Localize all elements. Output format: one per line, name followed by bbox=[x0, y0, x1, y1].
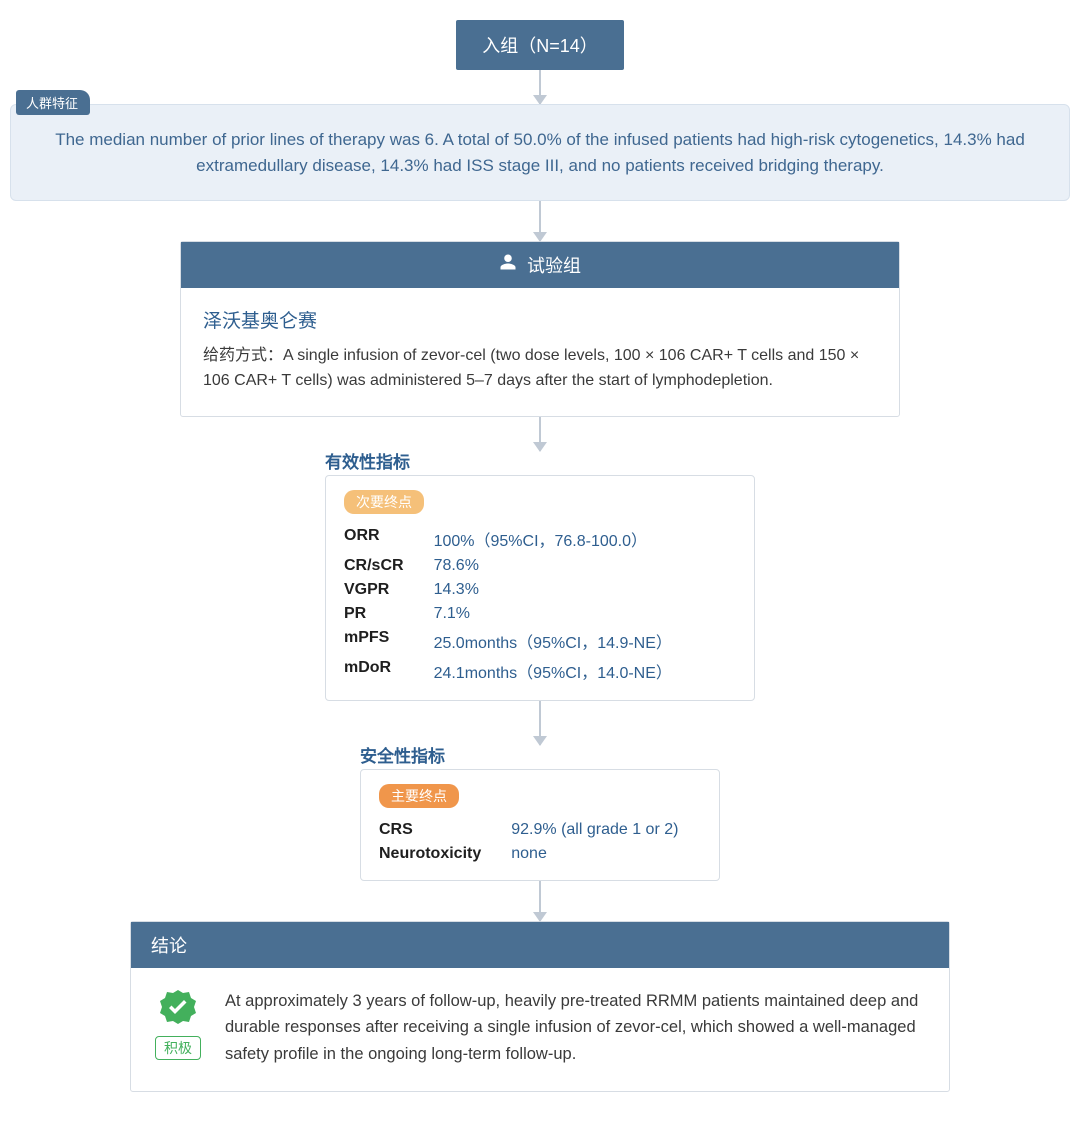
conclusion-card: 结论 积极 At approximately 3 years of follow… bbox=[130, 921, 950, 1092]
metric-value: 92.9% (all grade 1 or 2) bbox=[511, 818, 678, 842]
trial-arm-card: 试验组 泽沃基奥仑赛 给药方式：A single infusion of zev… bbox=[180, 241, 900, 417]
arrow-connector bbox=[539, 701, 541, 745]
metric-value: 100%（95%CI，76.8-100.0） bbox=[434, 524, 672, 554]
arrow-connector bbox=[539, 417, 541, 451]
metric-row: CR/sCR78.6% bbox=[344, 554, 672, 578]
enrollment-label: 入组（N=14） bbox=[482, 36, 598, 56]
enrollment-box: 入组（N=14） bbox=[456, 20, 624, 70]
metric-row: mDoR24.1months（95%CI，14.0-NE） bbox=[344, 656, 672, 686]
conclusion-text: At approximately 3 years of follow-up, h… bbox=[225, 988, 923, 1067]
trial-arm-body: 泽沃基奥仑赛 给药方式：A single infusion of zevor-c… bbox=[181, 288, 899, 416]
metric-value: 14.3% bbox=[434, 578, 672, 602]
primary-endpoint-badge: 主要终点 bbox=[379, 784, 459, 808]
metric-key: CRS bbox=[379, 818, 511, 842]
population-text: The median number of prior lines of ther… bbox=[10, 104, 1070, 201]
metric-key: Neurotoxicity bbox=[379, 842, 511, 866]
population-panel: 人群特征 The median number of prior lines of… bbox=[10, 104, 1070, 201]
metric-key: ORR bbox=[344, 524, 434, 554]
safety-card: 主要终点 CRS92.9% (all grade 1 or 2)Neurotox… bbox=[360, 769, 720, 881]
metric-row: mPFS25.0months（95%CI，14.9-NE） bbox=[344, 626, 672, 656]
efficacy-section: 有效性指标 次要终点 ORR100%（95%CI，76.8-100.0）CR/s… bbox=[325, 475, 755, 701]
metric-key: mPFS bbox=[344, 626, 434, 656]
metric-value: none bbox=[511, 842, 678, 866]
efficacy-table: ORR100%（95%CI，76.8-100.0）CR/sCR78.6%VGPR… bbox=[344, 524, 672, 686]
check-badge-icon bbox=[158, 988, 198, 1028]
dosing-label: 给药方式： bbox=[203, 347, 283, 364]
trial-arm-title: 试验组 bbox=[527, 252, 581, 278]
metric-value: 78.6% bbox=[434, 554, 672, 578]
safety-title: 安全性指标 bbox=[360, 742, 445, 767]
sentiment-tag: 积极 bbox=[155, 1036, 201, 1060]
efficacy-card: 次要终点 ORR100%（95%CI，76.8-100.0）CR/sCR78.6… bbox=[325, 475, 755, 701]
metric-value: 25.0months（95%CI，14.9-NE） bbox=[434, 626, 672, 656]
dosing-value: A single infusion of zevor-cel (two dose… bbox=[203, 347, 859, 390]
arrow-connector bbox=[539, 201, 541, 241]
arrow-connector bbox=[539, 70, 541, 104]
efficacy-title: 有效性指标 bbox=[325, 448, 410, 473]
metric-key: VGPR bbox=[344, 578, 434, 602]
metric-value: 7.1% bbox=[434, 602, 672, 626]
metric-row: ORR100%（95%CI，76.8-100.0） bbox=[344, 524, 672, 554]
population-tab: 人群特征 bbox=[16, 90, 90, 115]
metric-row: VGPR14.3% bbox=[344, 578, 672, 602]
metric-row: Neurotoxicitynone bbox=[379, 842, 678, 866]
drug-name: 泽沃基奥仑赛 bbox=[203, 306, 877, 333]
conclusion-body: 积极 At approximately 3 years of follow-up… bbox=[131, 968, 949, 1091]
metric-key: mDoR bbox=[344, 656, 434, 686]
metric-key: CR/sCR bbox=[344, 554, 434, 578]
metric-row: PR7.1% bbox=[344, 602, 672, 626]
safety-table: CRS92.9% (all grade 1 or 2)Neurotoxicity… bbox=[379, 818, 678, 866]
person-icon bbox=[499, 253, 517, 276]
safety-section: 安全性指标 主要终点 CRS92.9% (all grade 1 or 2)Ne… bbox=[360, 769, 720, 881]
metric-key: PR bbox=[344, 602, 434, 626]
conclusion-header: 结论 bbox=[131, 922, 949, 968]
flow-root: 入组（N=14） 人群特征 The median number of prior… bbox=[0, 20, 1080, 1092]
secondary-endpoint-badge: 次要终点 bbox=[344, 490, 424, 514]
dosing-text: 给药方式：A single infusion of zevor-cel (two… bbox=[203, 343, 877, 394]
metric-row: CRS92.9% (all grade 1 or 2) bbox=[379, 818, 678, 842]
trial-arm-header: 试验组 bbox=[181, 242, 899, 288]
arrow-connector bbox=[539, 881, 541, 921]
metric-value: 24.1months（95%CI，14.0-NE） bbox=[434, 656, 672, 686]
conclusion-sentiment: 积极 bbox=[153, 988, 203, 1060]
